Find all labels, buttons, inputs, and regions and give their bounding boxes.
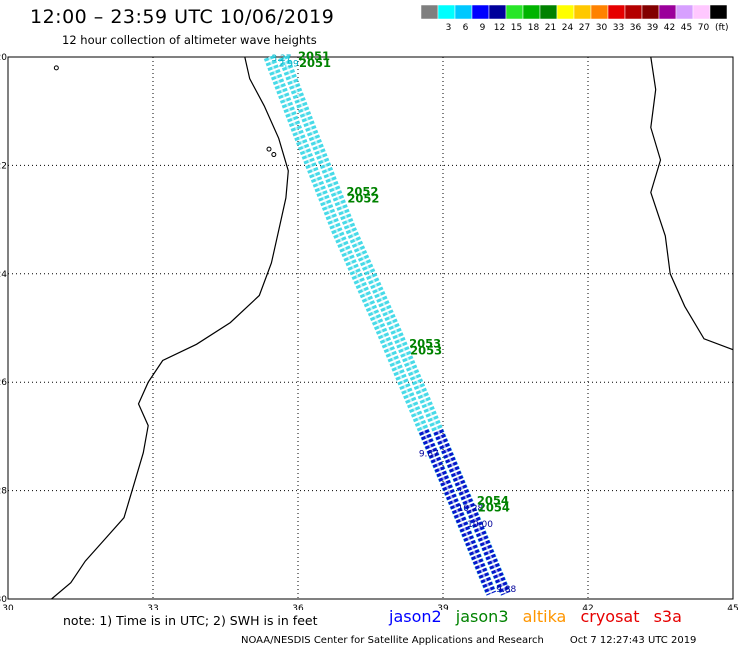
- colorbar-label: 45: [681, 23, 692, 33]
- island-outline: [53, 65, 59, 71]
- pass-label-2054: 2054: [477, 493, 509, 507]
- colorbar-label: 36: [630, 23, 642, 33]
- colorbar-swatch: [709, 5, 728, 20]
- track-center-2052: [282, 56, 507, 594]
- lat-tick-label: -26: [0, 378, 7, 388]
- pass-label-2052: 2052: [346, 185, 378, 199]
- altimeter-map: 30 33 36 39 42 45 -20 -22 -24 -26 -28 -30 3.272.99 9.…: [0, 49, 739, 610]
- lon-tick-label: 42: [582, 604, 593, 610]
- swh-value-label: 9.88: [496, 585, 516, 595]
- pass-label-2053: 2053: [409, 336, 441, 350]
- colorbar-label: 21: [545, 23, 556, 33]
- colorbar-label: 15: [511, 23, 522, 33]
- colorbar-label: 9: [480, 23, 486, 33]
- colorbar-label: 39: [647, 23, 659, 33]
- coastline-madagascar: [650, 56, 734, 351]
- island-outline: [266, 146, 272, 152]
- colorbar-unit: (ft): [715, 23, 729, 33]
- map-subtitle: 12 hour collection of altimeter wave hei…: [62, 33, 317, 47]
- colorbar-label: 12: [494, 23, 505, 33]
- swh-value-label: 10.00: [467, 520, 493, 530]
- lon-tick-label: 39: [437, 604, 449, 610]
- lat-tick-label: -20: [0, 53, 7, 63]
- lon-tick-label: 30: [2, 604, 14, 610]
- legend-jason3: jason3: [455, 607, 509, 626]
- pass-label-2051: 2051: [298, 49, 330, 63]
- credit-text: NOAA/NESDIS Center for Satellite Applica…: [241, 635, 544, 646]
- lon-tick-label: 36: [292, 604, 304, 610]
- colorbar-label: 3: [446, 23, 452, 33]
- lat-tick-label: -24: [0, 270, 7, 280]
- map-frame: [7, 56, 734, 600]
- credit-timestamp: Oct 7 12:27:43 UTC 2019: [569, 635, 697, 646]
- pass-label-2052-b: 2052: [347, 192, 379, 206]
- legend-jason2: jason2: [389, 607, 442, 626]
- pass-label-2054-b: 2054: [478, 500, 510, 514]
- credit-footer: NOAA/NESDIS Center for Satellite Applica…: [241, 635, 696, 646]
- track-center-2051: [268, 56, 493, 594]
- satellite-legend: jason2 jason3 altika cryosat s3a: [389, 607, 691, 626]
- colorbar-label: 24: [562, 23, 574, 33]
- legend-altika: altika: [522, 607, 567, 626]
- colorbar-label: 18: [528, 23, 540, 33]
- lon-tick-label: 33: [147, 604, 158, 610]
- colorbar-label: 42: [664, 23, 675, 33]
- pass-label-2051-b: 2051: [299, 56, 331, 70]
- pass-label-2053-b: 2053: [410, 343, 442, 357]
- map-title: 12:00 – 23:59 UTC 10/06/2019: [30, 6, 335, 28]
- colorbar-label: 70: [698, 23, 710, 33]
- lat-tick-label: -28: [0, 487, 7, 497]
- lon-tick-label: 45: [727, 604, 738, 610]
- swh-value-label: 9.87: [419, 450, 439, 460]
- colorbar-label: 33: [613, 23, 624, 33]
- footnote: note: 1) Time is in UTC; 2) SWH is in fe…: [63, 613, 318, 628]
- lat-tick-label: -22: [0, 161, 7, 171]
- swh-value-label: 10.28: [458, 504, 484, 514]
- colorbar: 3 6 9 12 15 18 21 24 27 30 33 36 39 42 45 70 (ft): [421, 5, 729, 33]
- colorbar-label: 27: [579, 23, 590, 33]
- island-outline: [271, 152, 277, 158]
- swh-value-label: 3.27: [271, 54, 291, 64]
- coastline-mozambique: [51, 56, 289, 600]
- colorbar-label: 6: [463, 23, 469, 33]
- lat-tick-label: -30: [0, 595, 7, 605]
- colorbar-label: 30: [596, 23, 608, 33]
- swh-value-label: 2.99: [279, 59, 299, 69]
- legend-s3a: s3a: [653, 607, 682, 626]
- legend-cryosat: cryosat: [580, 607, 640, 626]
